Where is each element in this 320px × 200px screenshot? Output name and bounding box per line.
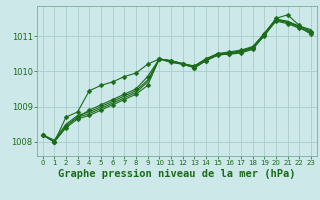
X-axis label: Graphe pression niveau de la mer (hPa): Graphe pression niveau de la mer (hPa): [58, 169, 296, 179]
